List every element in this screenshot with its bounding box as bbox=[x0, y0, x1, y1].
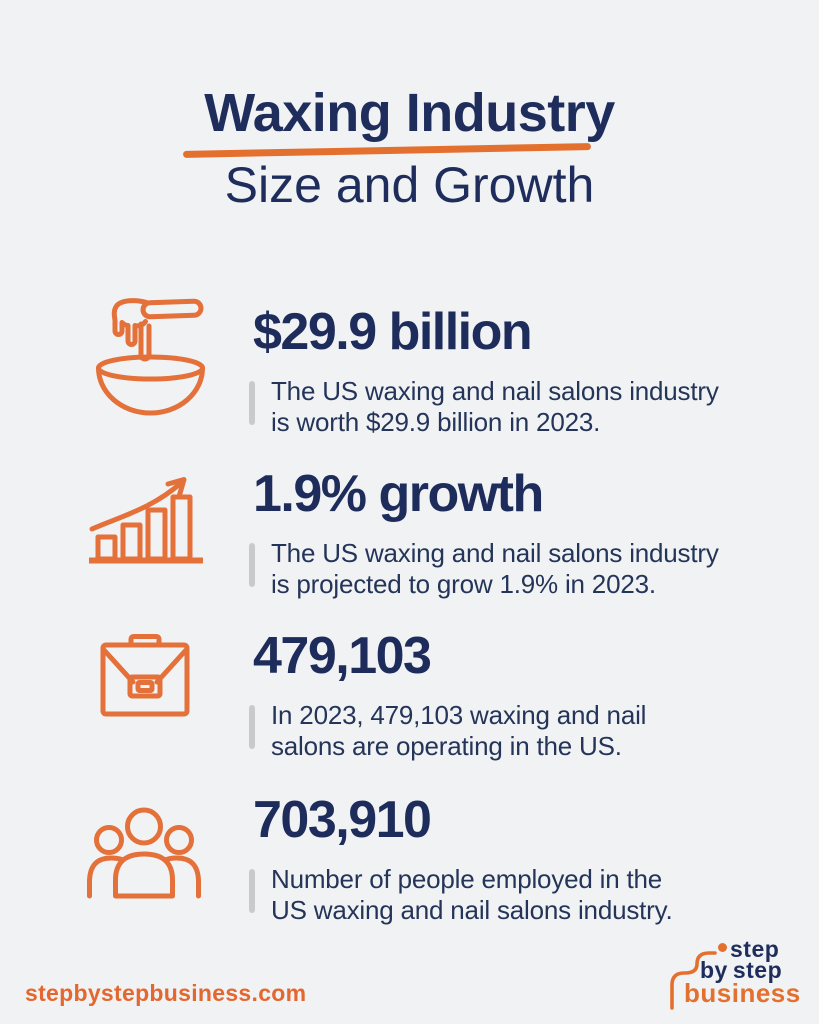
logo-text-step2: step bbox=[732, 957, 783, 983]
stat-text-growth: 1.9% growth The US waxing and nail salon… bbox=[249, 464, 793, 600]
stat-description: In 2023, 479,103 waxing and nail salons … bbox=[271, 700, 647, 761]
people-icon bbox=[87, 806, 201, 899]
desc-divider-bar bbox=[249, 543, 255, 587]
desc-divider-bar bbox=[249, 705, 255, 749]
stat-row-market-size: $29.9 billion The US waxing and nail sal… bbox=[0, 298, 819, 452]
stat-text-market-size: $29.9 billion The US waxing and nail sal… bbox=[249, 302, 793, 438]
wax-bowl-icon bbox=[92, 294, 209, 416]
stat-value: 1.9% growth bbox=[253, 465, 544, 523]
header: Waxing Industry Size and Growth bbox=[0, 82, 819, 214]
logo-dot-icon bbox=[718, 943, 727, 952]
stat-row-salons: 479,103 In 2023, 479,103 waxing and nail… bbox=[0, 626, 819, 776]
logo-text-by-step: by step bbox=[700, 959, 782, 982]
stat-value: 703,910 bbox=[253, 791, 432, 849]
stat-value: 479,103 bbox=[253, 627, 432, 685]
stat-description: Number of people employed in the US waxi… bbox=[271, 864, 673, 925]
website-link[interactable]: stepbystepbusiness.com bbox=[25, 980, 307, 1006]
stat-row-employment: 703,910 Number of people employed in the… bbox=[0, 790, 819, 940]
stat-value: $29.9 billion bbox=[253, 303, 533, 361]
desc-divider-bar bbox=[249, 869, 255, 913]
logo-text-by: by bbox=[700, 957, 728, 983]
growth-chart-icon bbox=[89, 472, 203, 564]
stat-text-employment: 703,910 Number of people employed in the… bbox=[249, 790, 793, 926]
step-by-step-business-logo: step by step business bbox=[664, 928, 816, 1016]
stat-text-salons: 479,103 In 2023, 479,103 waxing and nail… bbox=[249, 626, 793, 762]
desc-divider-bar bbox=[249, 381, 255, 425]
stat-description: The US waxing and nail salons industry i… bbox=[271, 376, 719, 437]
logo-text-step: step bbox=[730, 936, 780, 962]
stat-row-growth: 1.9% growth The US waxing and nail salon… bbox=[0, 464, 819, 614]
stat-description: The US waxing and nail salons industry i… bbox=[271, 538, 719, 599]
page-subtitle: Size and Growth bbox=[224, 157, 595, 213]
logo-staircase-icon bbox=[664, 928, 728, 1014]
logo-text-business: business bbox=[684, 978, 801, 1008]
briefcase-icon bbox=[100, 633, 192, 717]
page-title: Waxing Industry bbox=[204, 83, 615, 143]
